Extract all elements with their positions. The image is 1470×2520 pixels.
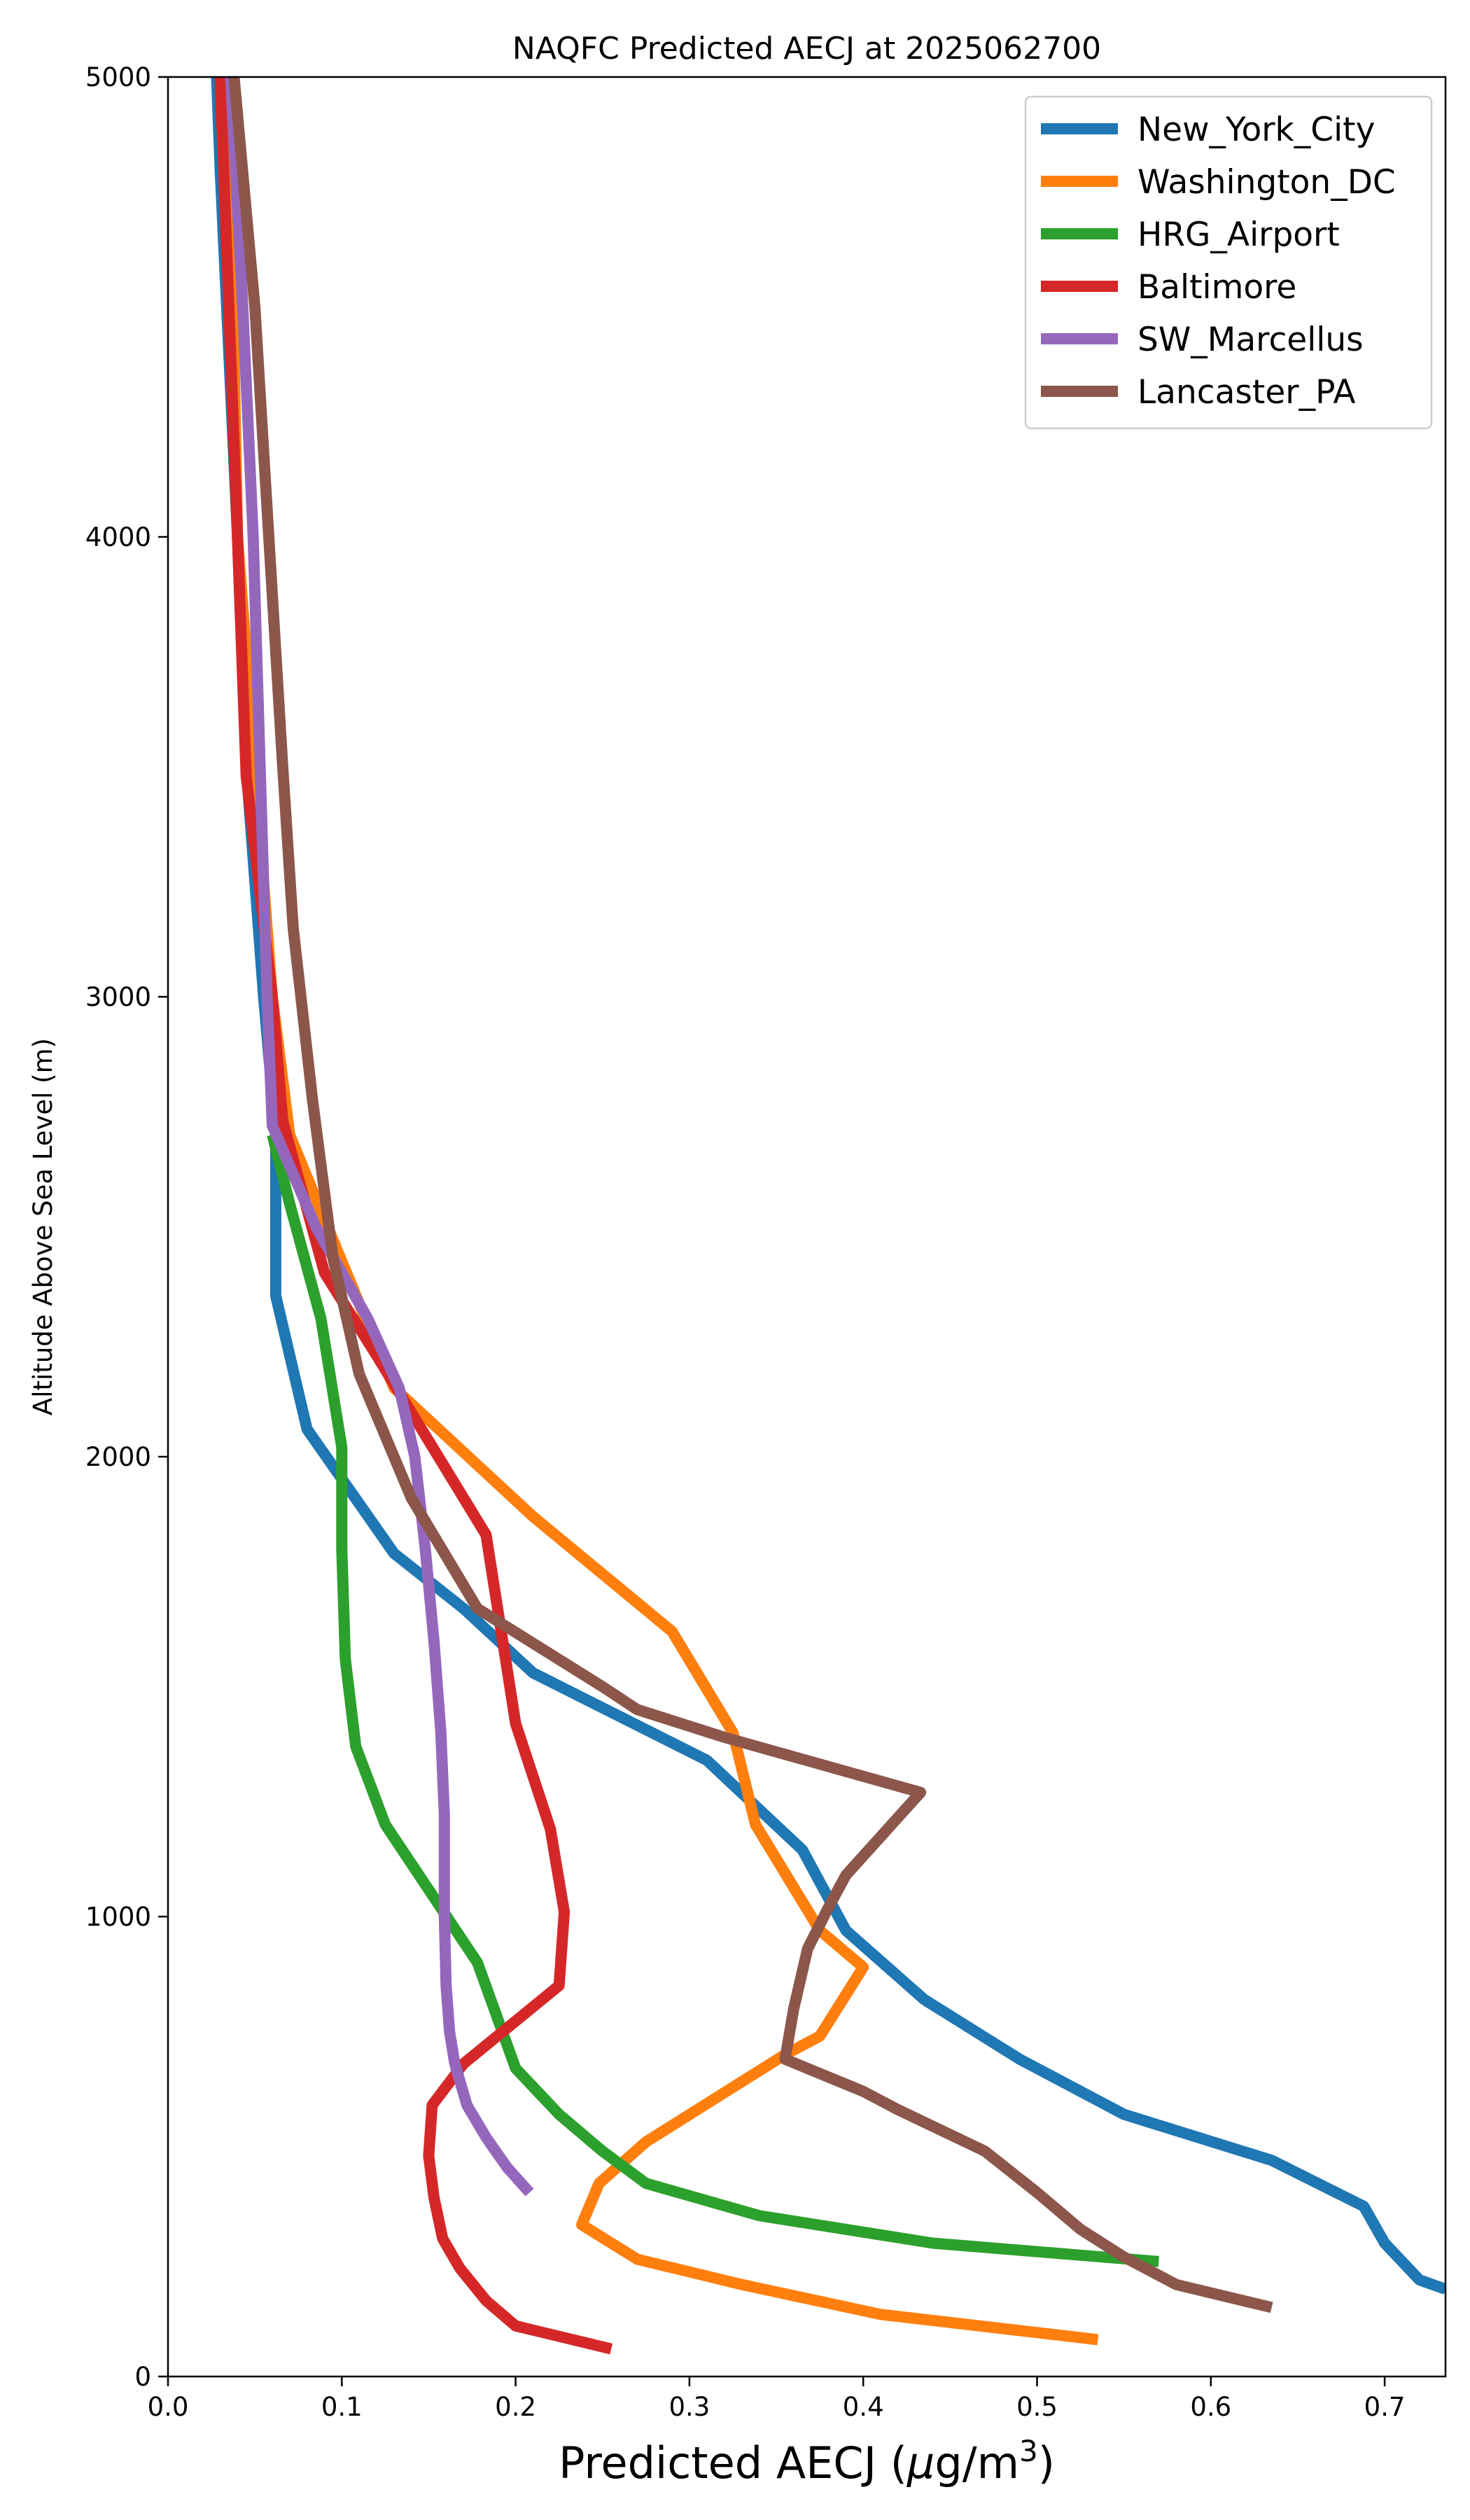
- series-layer: [211, 77, 1446, 2355]
- y-tick-label: 0: [134, 2362, 151, 2392]
- chart-title: NAQFC Predicted AECJ at 2025062700: [512, 31, 1101, 66]
- axes-layer: 0.0 0.1 0.2 0.3 0.4 0.5 0.6 0.7 0 1000 2000 3000 400…: [85, 62, 1447, 2422]
- legend-item-new-york-city: New_York_City: [1041, 111, 1375, 149]
- legend-item-hrg-airport: HRG_Airport: [1041, 216, 1340, 254]
- x-axis-label-close: ): [1038, 2437, 1055, 2488]
- x-axis-label-main: Predicted AECJ (: [559, 2437, 907, 2488]
- x-axis-label-unit: g/m: [934, 2437, 1019, 2488]
- x-tick-label: 0.4: [843, 2392, 884, 2422]
- legend-label: Washington_DC: [1138, 163, 1396, 202]
- legend-item-sw-marcellus: SW_Marcellus: [1041, 321, 1364, 359]
- legend-item-lancaster-pa: Lancaster_PA: [1041, 373, 1356, 412]
- legend-item-baltimore: Baltimore: [1041, 268, 1296, 307]
- series-line-sw-marcellus: [225, 77, 534, 2197]
- series-line-lancaster-pa: [228, 77, 1273, 2314]
- x-tick-label: 0.1: [321, 2392, 363, 2422]
- y-tick-label: 4000: [85, 522, 151, 552]
- legend-label: SW_Marcellus: [1138, 321, 1364, 359]
- legend: New_York_City Washington_DC HRG_Airport Bal…: [1024, 95, 1433, 430]
- plot-frame: [167, 76, 1447, 2378]
- x-axis-label-mu: μ: [906, 2437, 934, 2488]
- legend-label: New_York_City: [1138, 111, 1375, 149]
- series-line-hrg-airport: [267, 1133, 1159, 2267]
- y-axis-label: Altitude Above Sea Level (m): [28, 1038, 58, 1415]
- x-tick-label: 0.3: [668, 2392, 710, 2422]
- legend-label: Lancaster_PA: [1138, 373, 1356, 412]
- x-tick-label: 0.0: [148, 2392, 189, 2422]
- x-tick-label: 0.6: [1190, 2392, 1231, 2422]
- x-axis-label-superscript: 3: [1019, 2434, 1038, 2468]
- x-tick-label: 0.5: [1016, 2392, 1058, 2422]
- legend-box: [1024, 95, 1433, 430]
- legend-label: HRG_Airport: [1138, 216, 1340, 254]
- x-tick-label: 0.7: [1364, 2392, 1406, 2422]
- legend-item-washington-dc: Washington_DC: [1041, 163, 1396, 202]
- legend-label: Baltimore: [1138, 268, 1296, 307]
- x-tick-label: 0.2: [495, 2392, 536, 2422]
- y-tick-label: 1000: [85, 1902, 151, 1932]
- y-tick-label: 5000: [85, 62, 151, 92]
- y-tick-label: 2000: [85, 1442, 151, 1472]
- x-axis-label: Predicted AECJ (μg/m3): [559, 2434, 1055, 2489]
- y-tick-label: 3000: [85, 982, 151, 1012]
